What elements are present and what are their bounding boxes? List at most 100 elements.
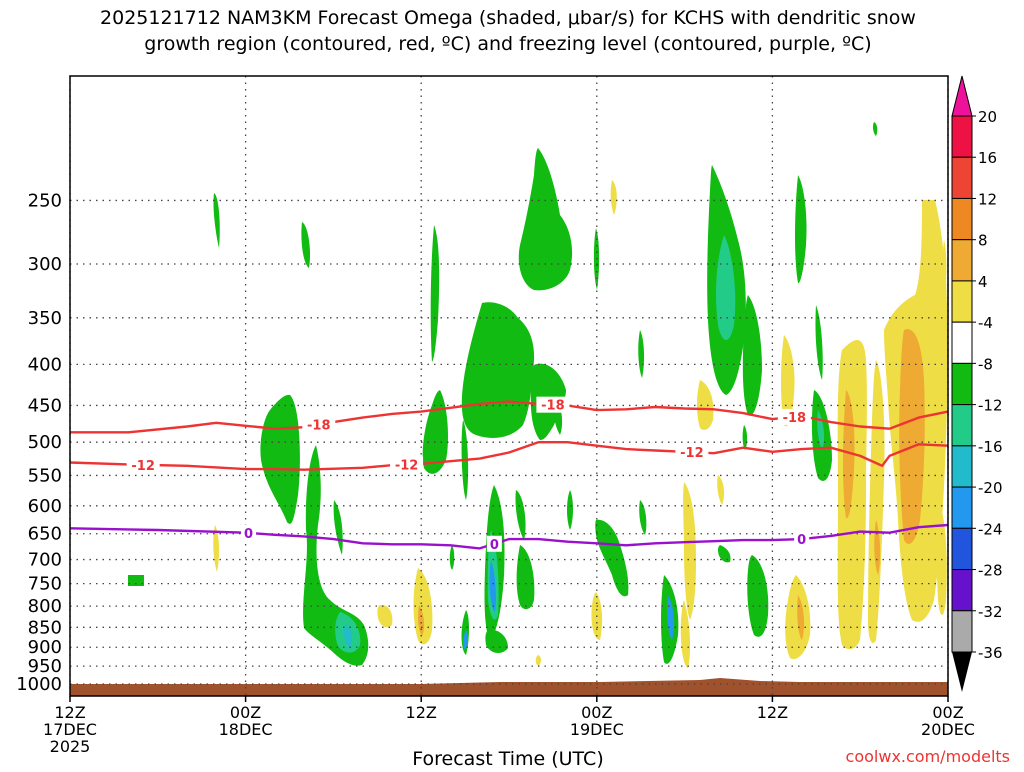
colorbar-swatch <box>951 115 973 158</box>
colorbar-swatch <box>951 239 973 282</box>
plot-frame <box>69 75 949 697</box>
omega-area <box>213 525 220 572</box>
time-gridlines <box>69 76 949 702</box>
omega-area <box>795 175 807 284</box>
x-tick-label: 12Z <box>757 703 788 722</box>
omega-area <box>942 240 947 290</box>
contour-label-bg <box>777 408 811 425</box>
colorbar-swatch <box>951 486 973 529</box>
omega-area <box>449 545 455 570</box>
colorbar-swatch <box>951 280 973 323</box>
colorbar-label: 8 <box>978 232 988 250</box>
omega-area <box>717 475 725 505</box>
omega-area <box>742 295 762 416</box>
omega-area <box>909 565 931 617</box>
contour-line <box>69 441 949 471</box>
colorbar-label: -8 <box>978 355 993 373</box>
contour-label: 0 <box>490 538 499 553</box>
colorbar-swatch <box>951 569 973 612</box>
omega-area <box>872 122 878 136</box>
colorbar-swatch <box>951 527 973 571</box>
omega-area <box>680 600 691 668</box>
x-tick-label: 19DEC <box>570 720 624 739</box>
x-tick-label: 00Z <box>230 703 261 722</box>
contour-label: -18 <box>541 399 565 414</box>
y-tick-label: 1000 <box>16 674 62 695</box>
y-tick-label: 550 <box>28 465 62 486</box>
contour-label: 0 <box>797 533 806 548</box>
omega-area <box>485 629 508 654</box>
omega-area <box>837 340 867 650</box>
omega-area <box>535 655 541 666</box>
omega-area <box>868 360 885 644</box>
contour-label-bg <box>126 456 160 473</box>
y-tick-label: 350 <box>28 308 62 329</box>
x-tick-label: 2025 <box>50 737 91 756</box>
contour-label-bg <box>390 456 424 473</box>
colorbar-swatch <box>951 362 973 406</box>
omega-area <box>463 630 468 650</box>
x-tick-label: 20DEC <box>921 720 975 739</box>
colorbar-swatch <box>951 321 973 364</box>
colorbar-label: -20 <box>978 479 1003 497</box>
chart-title-line-2: growth region (contoured, red, ºC) and f… <box>144 33 871 55</box>
contour-label-bg <box>675 444 709 461</box>
omega-area <box>683 482 696 620</box>
y-tick-label: 950 <box>28 656 62 677</box>
x-tick-label: 12Z <box>54 703 85 722</box>
y-tick-label: 850 <box>28 617 62 638</box>
omega-area <box>899 329 925 544</box>
omega-area <box>638 330 645 378</box>
contour-label: -18 <box>783 411 807 426</box>
x-tick-label: 18DEC <box>219 720 273 739</box>
x-tick-label: 00Z <box>932 703 963 722</box>
contour-label: -18 <box>307 419 331 434</box>
contour-label: -12 <box>395 459 419 474</box>
y-tick-label: 800 <box>28 596 62 617</box>
omega-area <box>301 222 311 268</box>
colorbar-swatch <box>951 404 973 447</box>
contour-label: -12 <box>680 446 704 461</box>
y-tick-label: 250 <box>28 190 62 211</box>
omega-area <box>567 490 573 530</box>
omega-area <box>843 390 855 519</box>
colorbar-swatch <box>951 445 973 488</box>
colorbar-swatch <box>951 610 973 653</box>
contour-label-bg <box>241 524 257 541</box>
x-tick-label: 12Z <box>406 703 437 722</box>
y-tick-label: 650 <box>28 524 62 545</box>
omega-area <box>718 545 731 563</box>
contour-label-bg <box>794 531 810 548</box>
y-tick-label: 400 <box>28 354 62 375</box>
omega-area <box>781 335 795 427</box>
omega-area <box>303 445 369 666</box>
omega-area <box>742 425 748 450</box>
colorbar-label: 16 <box>978 149 997 167</box>
omega-area <box>716 235 736 340</box>
contour-label: -12 <box>131 459 155 474</box>
omega-area <box>430 225 440 362</box>
omega-area <box>422 390 448 474</box>
omega-area <box>518 148 573 291</box>
y-axis-labels: 2503003504004505005506006507007508008509… <box>16 190 62 695</box>
omega-area <box>213 193 220 248</box>
colorbar-label: -28 <box>978 562 1003 580</box>
y-tick-label: 600 <box>28 496 62 517</box>
y-tick-label: 750 <box>28 574 62 595</box>
omega-area <box>874 520 881 575</box>
omega-area <box>516 545 535 610</box>
contour-label-bg <box>302 416 336 433</box>
omega-area <box>610 180 617 215</box>
omega-area <box>377 604 393 628</box>
omega-area <box>418 605 425 636</box>
colorbar-label: -32 <box>978 603 1003 621</box>
y-tick-label: 450 <box>28 395 62 416</box>
omega-area <box>515 490 526 540</box>
contour-label: 0 <box>244 527 253 542</box>
x-tick-label: 00Z <box>581 703 612 722</box>
omega-area <box>815 305 823 380</box>
omega-area <box>697 380 714 430</box>
colorbar-label: -16 <box>978 438 1003 456</box>
contour-line <box>69 523 949 550</box>
